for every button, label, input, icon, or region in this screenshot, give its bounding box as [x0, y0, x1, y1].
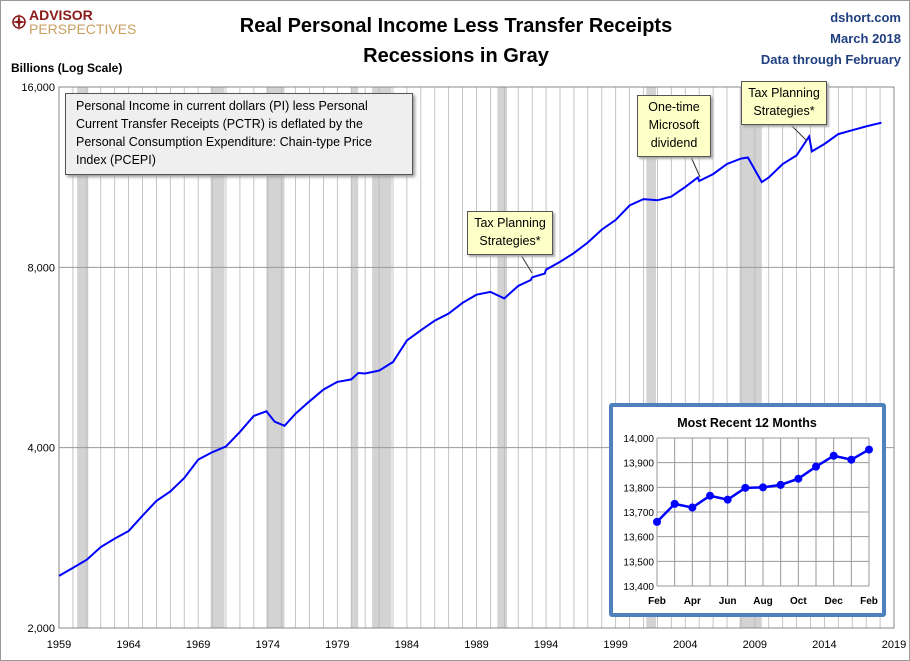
y-tick-label: 16,000: [21, 82, 55, 94]
y-axis-label: Billions (Log Scale): [11, 61, 123, 75]
inset-data-point: [706, 491, 714, 500]
inset-y-tick-label: 13,500: [623, 557, 654, 568]
compass-icon: [11, 13, 27, 31]
inset-x-tick-label: Feb: [860, 596, 878, 607]
inset-y-tick-label: 13,800: [623, 483, 654, 494]
x-tick-label: 2019: [882, 639, 906, 651]
advisor-perspectives-logo: ADVISOR PERSPECTIVES: [11, 7, 137, 37]
inset-data-point: [741, 483, 750, 492]
annotation-microsoft-dividend: One-time Microsoft dividend: [637, 95, 711, 157]
inset-data-point: [653, 517, 661, 526]
source: dshort.com: [830, 10, 901, 25]
logo-line1: ADVISOR: [29, 7, 93, 23]
recession-band: [77, 87, 89, 628]
inset-y-tick-label: 13,900: [623, 459, 654, 470]
x-tick-label: 2014: [812, 639, 836, 651]
inset-x-tick-label: Dec: [824, 596, 843, 607]
series-line: [58, 121, 882, 577]
inset-data-point: [723, 495, 732, 504]
y-tick-label: 8,000: [27, 262, 55, 274]
x-tick-label: 1974: [256, 639, 280, 651]
inset-y-tick-label: 13,700: [623, 508, 654, 519]
chart-title: Real Personal Income Less Transfer Recei…: [181, 11, 731, 71]
x-tick-label: 1984: [395, 639, 419, 651]
recession-band: [351, 87, 359, 628]
annotation-pointer: [520, 254, 533, 274]
x-tick-label: 2004: [673, 639, 697, 651]
title-line1: Real Personal Income Less Transfer Recei…: [239, 15, 673, 37]
y-tick-label: 2,000: [27, 623, 55, 635]
inset-x-tick-label: Apr: [684, 596, 701, 607]
inset-data-point: [794, 474, 803, 483]
recession-band: [497, 87, 508, 628]
recession-band: [210, 87, 225, 628]
annotation-tax-planning-2012: Tax Planning Strategies*: [741, 81, 827, 125]
inset-data-point: [812, 462, 820, 471]
annotation-pointer: [690, 156, 701, 178]
x-tick-label: 2009: [743, 639, 767, 651]
x-tick-label: 1979: [325, 639, 349, 651]
methodology-note: Personal Income in current dollars (PI) …: [65, 93, 413, 175]
annotation-tax-planning-1993: Tax Planning Strategies*: [467, 211, 553, 255]
inset-recent-12-months: Most Recent 12 Months 13,400 13,500 13,600 1…: [609, 403, 886, 617]
inset-x-tick-label: Feb: [648, 596, 666, 607]
inset-y-tick-label: 13,400: [623, 582, 654, 593]
data-through: Data through February: [760, 52, 901, 67]
inset-x-tick-label: Oct: [790, 596, 807, 607]
source-block: dshort.com March 2018 Data through Febru…: [761, 7, 901, 70]
logo-line2: PERSPECTIVES: [29, 21, 137, 37]
inset-data-point: [759, 483, 767, 492]
inset-chart: Most Recent 12 Months 13,400 13,500 13,600 1…: [623, 416, 878, 607]
inset-data-point: [865, 445, 873, 454]
plot-area-border: [58, 86, 895, 629]
recession-band: [372, 87, 392, 628]
y-tick-label: 4,000: [27, 443, 55, 455]
x-tick-label: 1964: [116, 639, 140, 651]
date: March 2018: [830, 31, 901, 46]
inset-x-tick-label: Aug: [753, 596, 772, 607]
inset-data-point: [829, 451, 838, 460]
recession-band: [646, 87, 657, 628]
x-tick-label: 1994: [534, 639, 558, 651]
inset-data-point: [670, 499, 679, 508]
inset-title: Most Recent 12 Months: [677, 416, 817, 430]
recession-band: [266, 87, 285, 628]
x-tick-label: 1999: [603, 639, 627, 651]
x-tick-label: 1969: [186, 639, 210, 651]
inset-data-point: [776, 480, 785, 489]
inset-y-tick-label: 14,000: [623, 434, 654, 445]
inset-x-tick-label: Jun: [719, 596, 737, 607]
x-tick-label: 1989: [464, 639, 488, 651]
annotation-pointer: [790, 124, 808, 142]
inset-y-tick-label: 13,600: [623, 533, 654, 544]
inset-data-point: [688, 503, 697, 512]
title-line2: Recessions in Gray: [363, 45, 549, 67]
x-tick-label: 1959: [47, 639, 71, 651]
inset-data-point: [847, 455, 856, 464]
